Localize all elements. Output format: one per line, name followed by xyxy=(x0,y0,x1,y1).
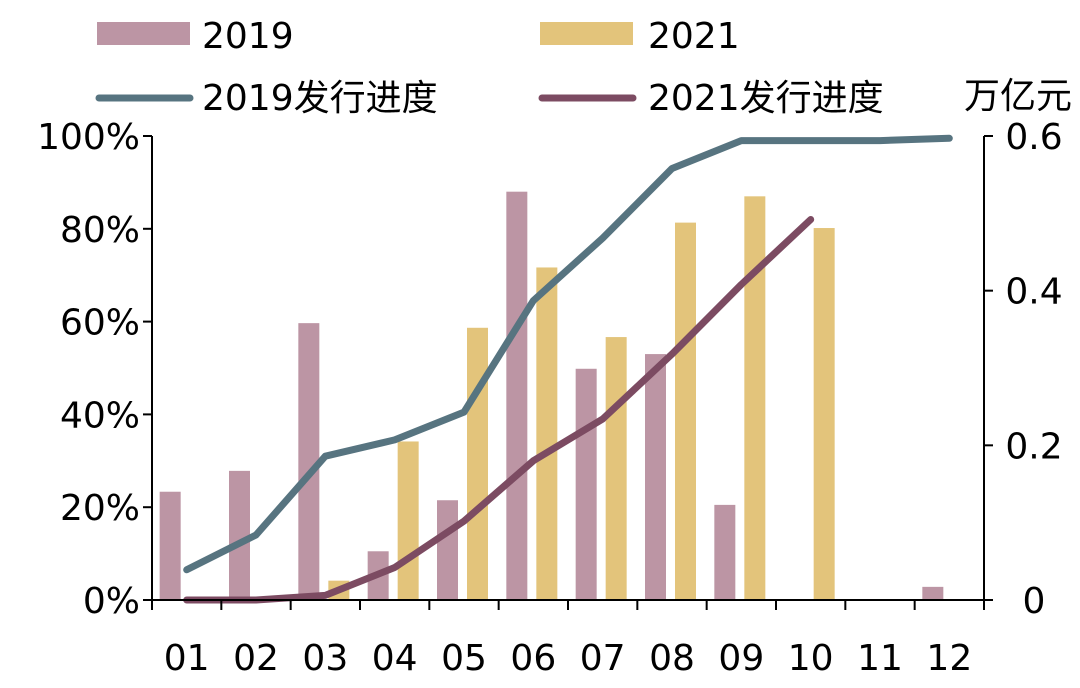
x-tick-label: 06 xyxy=(510,638,556,679)
legend-label-2021发行进度: 2021发行进度 xyxy=(648,78,884,119)
bar-2019-02 xyxy=(229,470,250,600)
bar-2019-06 xyxy=(506,191,528,600)
right-axis-unit-label: 万亿元 xyxy=(964,76,1072,117)
x-tick-label: 07 xyxy=(580,638,626,679)
x-tick-label: 09 xyxy=(718,638,764,679)
bar-2019-03 xyxy=(298,323,320,600)
bar-2019-01 xyxy=(159,491,181,600)
left-tick-label: 0% xyxy=(83,581,140,622)
legend-label-2019: 2019 xyxy=(202,16,294,57)
line-group xyxy=(183,134,953,604)
legend-label-2021: 2021 xyxy=(648,16,740,57)
x-tick-label: 02 xyxy=(233,638,279,679)
bar-2021-06 xyxy=(536,267,558,600)
legend-label-2019发行进度: 2019发行进度 xyxy=(202,78,438,119)
bar-2019-07 xyxy=(575,368,597,600)
left-tick-label: 80% xyxy=(60,210,140,251)
right-tick-label: 0 xyxy=(1023,581,1046,622)
axes: 0% 20% 40% 60% 80% 100% 0 0.2 0.4 0.6 01 02 03 04 05 06… xyxy=(37,117,1063,679)
x-tick-label: 03 xyxy=(302,638,348,679)
bar-2019-05 xyxy=(437,500,458,600)
bar-2019-12 xyxy=(922,586,944,600)
x-tick-label: 11 xyxy=(857,638,903,679)
line-2021发行进度 xyxy=(183,216,815,604)
bar-2021-08 xyxy=(675,222,696,600)
right-tick-label: 0.2 xyxy=(1005,426,1062,467)
x-tick-label: 08 xyxy=(649,638,695,679)
right-tick-label: 0.6 xyxy=(1005,117,1062,158)
legend-swatch-2021 xyxy=(540,22,633,45)
x-tick-label: 04 xyxy=(372,638,418,679)
x-tick-label: 05 xyxy=(441,638,487,679)
bar-2021-09 xyxy=(744,196,766,600)
bar-2019-08 xyxy=(645,354,666,600)
bar-2019-09 xyxy=(714,504,736,600)
bar-group xyxy=(159,191,944,600)
bar-2021-07 xyxy=(605,337,627,600)
left-tick-label: 60% xyxy=(60,303,140,344)
legend: 2019 2021 2019发行进度 2021发行进度 xyxy=(95,16,884,119)
line-2019发行进度 xyxy=(183,134,953,574)
x-tick-label: 01 xyxy=(164,638,210,679)
left-tick-label: 20% xyxy=(60,488,140,529)
left-tick-label: 100% xyxy=(37,117,140,158)
left-tick-label: 40% xyxy=(60,395,140,436)
bar-2021-10 xyxy=(813,228,835,600)
bar-2021-05 xyxy=(467,327,488,600)
x-tick-label: 12 xyxy=(926,638,972,679)
legend-swatch-2019 xyxy=(97,22,190,45)
right-tick-label: 0.4 xyxy=(1005,272,1062,313)
x-tick-label: 10 xyxy=(788,638,834,679)
bar-2021-04 xyxy=(397,441,419,600)
